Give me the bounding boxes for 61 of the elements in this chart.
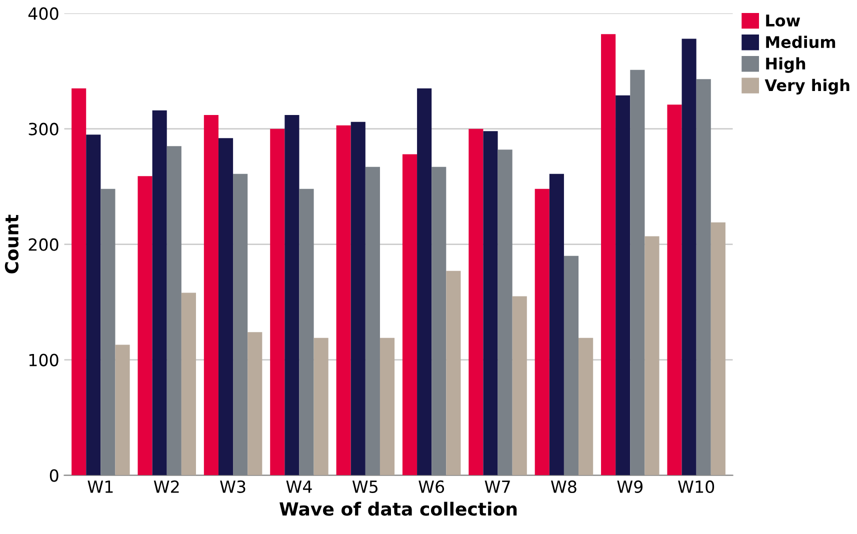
bar <box>402 154 418 476</box>
bar <box>115 344 130 476</box>
legend-label: Very high <box>764 78 850 94</box>
x-tick-label: W9 <box>617 480 643 494</box>
bar <box>696 79 711 476</box>
x-tick-label: W10 <box>678 480 714 494</box>
x-tick-label: W7 <box>484 480 510 493</box>
y-tick-label: 0 <box>50 469 58 482</box>
bar <box>682 38 696 476</box>
bar <box>549 174 564 476</box>
bar <box>630 70 645 476</box>
y-tick-label: 400 <box>28 7 58 20</box>
x-tick-label: W6 <box>418 480 444 494</box>
bar <box>483 131 498 476</box>
bar <box>432 166 446 476</box>
x-tick-label: W3 <box>220 480 246 494</box>
bar <box>248 332 262 476</box>
x-tick-label: W2 <box>154 480 179 493</box>
bar <box>138 176 152 476</box>
bar <box>166 146 182 476</box>
y-tick-label: 300 <box>28 122 58 136</box>
bar <box>314 338 328 476</box>
y-tick-label: 100 <box>29 354 58 366</box>
bar <box>100 188 116 476</box>
bar <box>204 114 218 476</box>
x-tick-label: W5 <box>352 480 378 494</box>
bar <box>644 236 660 476</box>
bar <box>710 222 726 476</box>
bar <box>152 110 167 476</box>
bar <box>616 95 630 476</box>
x-tick-label: W1 <box>88 480 113 493</box>
bar <box>233 174 248 476</box>
bar <box>72 88 86 476</box>
x-tick-label: W4 <box>286 480 312 493</box>
legend-label: High <box>766 57 806 73</box>
bar <box>218 138 234 476</box>
bar <box>380 338 395 476</box>
bar <box>468 128 484 476</box>
y-tick-label: 200 <box>28 238 58 251</box>
bar <box>365 166 380 476</box>
bar <box>534 188 550 476</box>
bar <box>284 114 300 476</box>
bar <box>350 122 366 476</box>
bar <box>446 270 461 476</box>
bar <box>181 292 196 476</box>
bar <box>270 128 285 476</box>
bar <box>336 125 351 476</box>
bar <box>86 134 101 476</box>
x-tick-label: W8 <box>550 480 576 494</box>
bar <box>564 256 579 476</box>
x-axis-title: Wave of data collection <box>280 502 517 516</box>
legend-label: Low <box>766 14 800 27</box>
y-axis-title: Count <box>4 214 19 274</box>
bar <box>667 104 682 476</box>
bar <box>417 88 432 476</box>
legend-label: Medium <box>766 36 836 48</box>
bar <box>578 338 594 476</box>
bar <box>512 296 527 476</box>
bar <box>601 34 616 476</box>
bar <box>498 150 512 476</box>
bar <box>299 188 314 476</box>
